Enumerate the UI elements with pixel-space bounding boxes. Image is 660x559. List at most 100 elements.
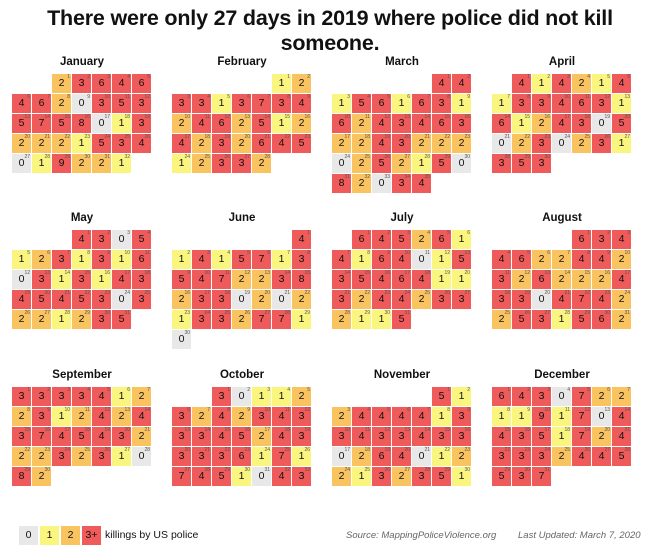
day-number: 18 (204, 134, 210, 140)
day-number: 20 (624, 114, 630, 120)
day-number: 1 (287, 74, 290, 80)
day-cell: 5 24 (92, 134, 111, 153)
day-cell: 3 26 (592, 134, 611, 153)
day-number: 19 (444, 270, 450, 276)
day-value: 2 (458, 137, 465, 149)
day-number: 20 (24, 134, 30, 140)
day-number: 31 (624, 310, 630, 316)
day-number: 18 (504, 290, 510, 296)
day-value: 4 (278, 410, 285, 422)
day-value: 3 (98, 233, 105, 245)
day-value: 1 (298, 313, 305, 325)
day-number: 12 (384, 427, 390, 433)
day-cell: 2 17 (252, 427, 271, 446)
day-value: 2 (238, 313, 245, 325)
month-april: April 4 1 1 2 4 3 2 4 1 5 4 6 1 7 3 8 3 9 4 10 6 11 3 12 1 13 6 14 1 1… (492, 56, 632, 206)
day-number: 22 (284, 134, 290, 140)
day-number: 19 (304, 427, 310, 433)
day-number: 25 (564, 447, 570, 453)
day-cell: 1 15 (272, 114, 291, 133)
day-number: 16 (524, 427, 530, 433)
day-value: 0 (18, 273, 25, 285)
day-value: 0 (78, 97, 85, 109)
day-value: 2 (598, 430, 605, 442)
day-number: 14 (424, 114, 430, 120)
day-number: 24 (204, 310, 210, 316)
day-value: 3 (38, 410, 45, 422)
day-number: 4 (127, 74, 130, 80)
month-grid: 6 1 4 2 5 3 2 4 6 5 1 6 4 7 1 8 6 9 4 10 0 11 1 12 5 13 3 14 5 15 4 16 6… (332, 230, 472, 370)
day-value: 3 (538, 450, 545, 462)
day-number: 20 (244, 134, 250, 140)
day-number: 12 (244, 270, 250, 276)
day-number: 28 (144, 447, 150, 453)
day-value: 3 (38, 390, 45, 402)
day-cell: 4 15 (212, 427, 231, 446)
day-number: 11 (144, 250, 150, 256)
day-value: 4 (58, 430, 65, 442)
day-value: 3 (298, 253, 305, 265)
day-number: 23 (104, 290, 110, 296)
day-value: 6 (218, 117, 225, 129)
day-number: 23 (84, 134, 90, 140)
month-title: May (70, 212, 94, 224)
day-number: 31 (264, 467, 270, 473)
day-value: 1 (338, 97, 345, 109)
day-number: 27 (544, 310, 550, 316)
day-value: 0 (258, 470, 265, 482)
day-number: 11 (584, 94, 590, 100)
day-value: 7 (578, 293, 585, 305)
day-value: 7 (278, 313, 285, 325)
day-number: 4 (507, 250, 510, 256)
day-number: 26 (244, 310, 250, 316)
day-number: 14 (64, 270, 70, 276)
day-number: 13 (24, 114, 30, 120)
day-cell: 3 26 (212, 154, 231, 173)
day-number: 22 (24, 447, 30, 453)
day-value: 1 (38, 157, 45, 169)
day-number: 23 (304, 134, 310, 140)
day-number: 13 (124, 407, 130, 413)
day-number: 6 (467, 230, 470, 236)
day-number: 17 (544, 427, 550, 433)
day-number: 22 (364, 290, 370, 296)
day-value: 2 (618, 293, 625, 305)
day-number: 3 (567, 74, 570, 80)
day-value: 1 (558, 313, 565, 325)
day-value: 4 (58, 293, 65, 305)
day-value: 1 (398, 97, 405, 109)
day-number: 29 (304, 310, 310, 316)
day-cell: 2 17 (332, 134, 351, 153)
day-value: 1 (498, 97, 505, 109)
day-number: 14 (264, 114, 270, 120)
day-value: 2 (18, 137, 25, 149)
day-value: 1 (518, 410, 525, 422)
day-value: 3 (218, 313, 225, 325)
day-number: 7 (47, 94, 50, 100)
day-number: 29 (584, 310, 590, 316)
day-cell: 0 17 (332, 447, 351, 466)
day-value: 0 (378, 177, 385, 189)
day-value: 3 (538, 97, 545, 109)
day-cell: 2 27 (392, 154, 411, 173)
month-july: July 6 1 4 2 5 3 2 4 6 5 1 6 4 7 1 8 6 9 4 10 0 11 1 12 5 13 3 14 5 15… (332, 212, 472, 362)
day-number: 1 (527, 74, 530, 80)
day-value: 3 (518, 293, 525, 305)
day-cell: 1 19 (432, 270, 451, 289)
day-value: 4 (498, 430, 505, 442)
day-value: 5 (438, 390, 445, 402)
day-value: 5 (438, 470, 445, 482)
day-number: 17 (344, 134, 350, 140)
day-value: 2 (618, 313, 625, 325)
day-value: 0 (458, 157, 465, 169)
day-number: 10 (184, 114, 190, 120)
day-value: 4 (598, 450, 605, 462)
